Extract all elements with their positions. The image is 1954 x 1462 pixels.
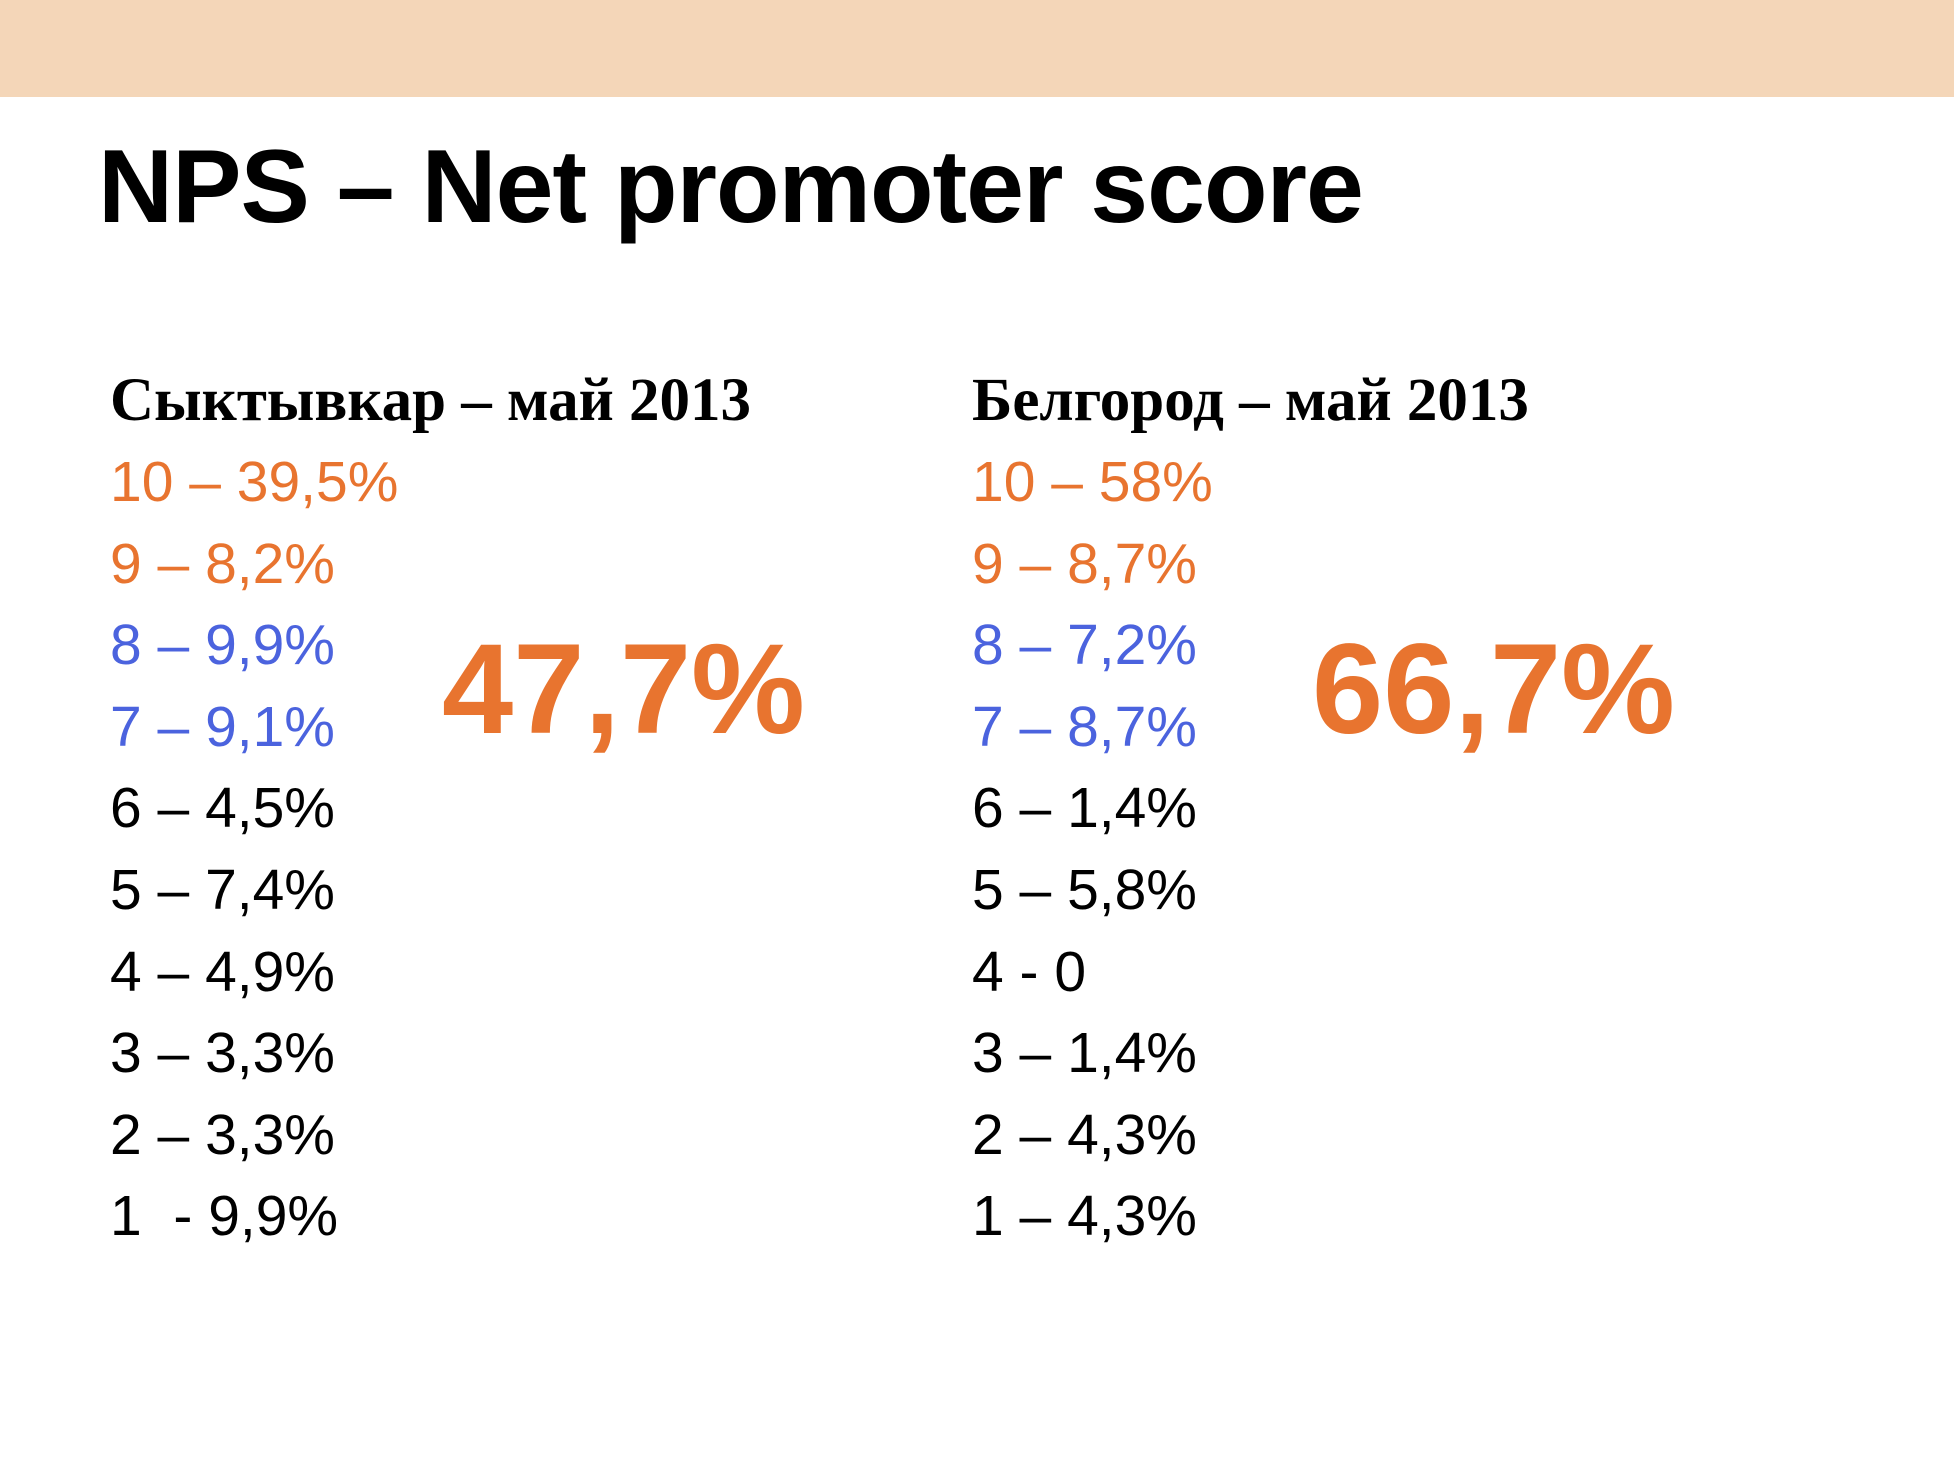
score-row: 6 – 1,4% xyxy=(972,776,1197,841)
score-row: 2 – 4,3% xyxy=(972,1102,1197,1167)
score-row: 7 – 9,1% xyxy=(110,694,335,759)
nps-score: 47,7% xyxy=(442,618,805,761)
header-band xyxy=(0,0,1954,97)
score-row: 4 – 4,9% xyxy=(110,939,335,1004)
score-row: 8 – 9,9% xyxy=(110,613,335,678)
column-heading: Сыктывкар – май 2013 xyxy=(110,367,752,434)
score-row: 9 – 8,7% xyxy=(972,531,1197,596)
score-row: 1 – 4,3% xyxy=(972,1184,1197,1249)
score-row: 4 - 0 xyxy=(972,939,1087,1004)
score-row: 2 – 3,3% xyxy=(110,1102,335,1167)
slide-title: NPS – Net promoter score xyxy=(98,129,1364,245)
column: Сыктывкар – май 2013 10 – 39,5% 9 – 8,2% 8 … xyxy=(110,360,751,1258)
score-row: 5 – 7,4% xyxy=(110,857,335,922)
score-row: 3 – 1,4% xyxy=(972,1021,1197,1086)
score-row: 5 – 5,8% xyxy=(972,857,1197,922)
nps-score: 66,7% xyxy=(1312,618,1675,761)
score-row: 10 – 58% xyxy=(972,450,1213,514)
score-row: 8 – 7,2% xyxy=(972,613,1197,678)
score-row: 6 – 4,5% xyxy=(110,776,335,841)
column-heading: Белгород – май 2013 xyxy=(972,367,1529,434)
score-row: 3 – 3,3% xyxy=(110,1021,335,1086)
score-row: 7 – 8,7% xyxy=(972,694,1197,759)
column: Белгород – май 2013 10 – 58% 9 – 8,7% 8 – 7… xyxy=(972,360,1529,1258)
score-row: 1 - 9,9% xyxy=(110,1184,339,1249)
score-row: 9 – 8,2% xyxy=(110,531,335,596)
score-row: 10 – 39,5% xyxy=(110,450,399,514)
